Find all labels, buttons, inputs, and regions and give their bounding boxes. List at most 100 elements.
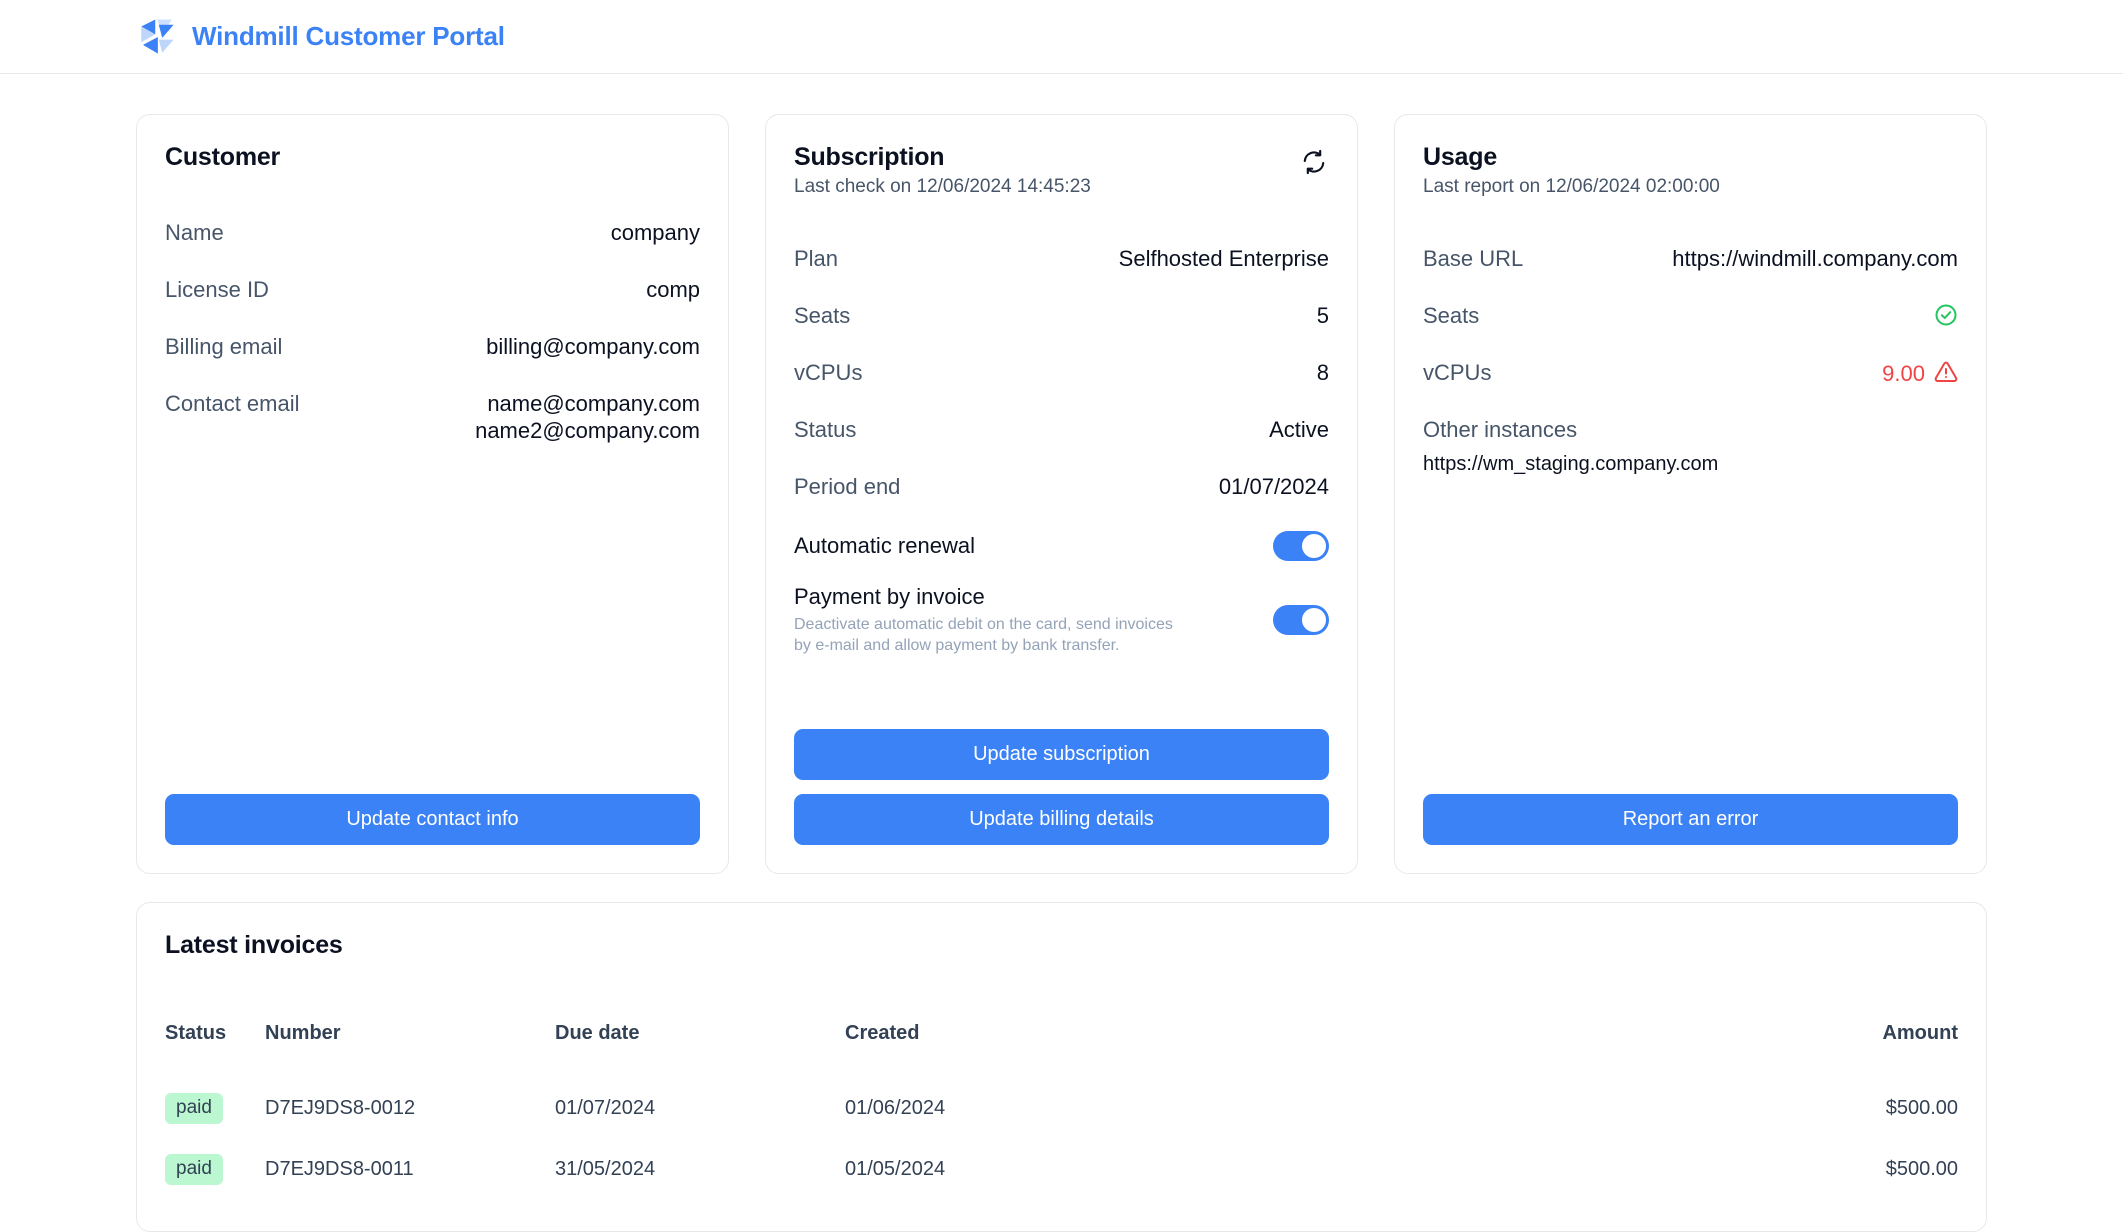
payment-by-invoice-toggle[interactable] [1273, 604, 1329, 635]
payment-by-invoice-row: Payment by invoice Deactivate automatic … [794, 583, 1329, 656]
refresh-icon[interactable] [1299, 147, 1329, 177]
customer-card-actions: Update contact info [165, 794, 700, 845]
usage-vcpus-label: vCPUs [1423, 360, 1492, 385]
subscription-period-end-value: 01/07/2024 [1218, 474, 1329, 499]
invoice-number-cell: D7EJ9DS8-0012 [265, 1096, 416, 1119]
status-badge: paid [165, 1093, 223, 1124]
subscription-status-label: Status [794, 417, 857, 442]
invoice-created-cell: 01/05/2024 [845, 1157, 946, 1180]
invoices-table: Status Number Due date Created Amount pa… [165, 1022, 1958, 1201]
update-subscription-button[interactable]: Update subscription [794, 729, 1329, 780]
report-an-error-button[interactable]: Report an error [1423, 794, 1958, 845]
customer-name-label: Name [165, 220, 224, 245]
automatic-renewal-toggle[interactable] [1273, 531, 1329, 561]
usage-card-actions: Report an error [1423, 794, 1958, 845]
subscription-plan-label: Plan [794, 246, 839, 271]
subscription-card-title: Subscription [794, 143, 945, 171]
subscription-card-actions: Update subscription Update billing detai… [794, 729, 1329, 845]
latest-invoices-card: Latest invoices Status Number Due date C… [136, 902, 1987, 1232]
column-header-number: Number [265, 1022, 341, 1044]
subscription-period-end-label: Period end [794, 474, 901, 499]
payment-by-invoice-label: Payment by invoice [794, 584, 985, 609]
subscription-vcpus-value: 8 [1316, 360, 1329, 385]
customer-row-contact-email: Contact email name@company.com name2@com… [165, 391, 700, 445]
customer-billing-email-label: Billing email [165, 334, 283, 359]
column-header-due-date: Due date [555, 1022, 640, 1044]
subscription-vcpus-label: vCPUs [794, 360, 863, 385]
subscription-card: Subscription Last check on 12/06/2024 14… [765, 114, 1358, 874]
invoices-section: Latest invoices Status Number Due date C… [0, 874, 2123, 1232]
usage-row-vcpus: vCPUs 9.00 [1423, 360, 1958, 390]
subscription-seats-value: 5 [1316, 303, 1329, 328]
toggle-knob [1302, 534, 1326, 558]
usage-card: Usage Last report on 12/06/2024 02:00:00… [1394, 114, 1987, 874]
customer-card-title: Customer [165, 143, 281, 171]
customer-name-value: company [610, 220, 700, 245]
usage-other-instances-label: Other instances [1423, 417, 1578, 442]
invoice-status-cell: paid [165, 1079, 265, 1140]
status-badge: paid [165, 1153, 223, 1185]
usage-vcpus-value-wrap: 9.00 [1882, 360, 1958, 389]
usage-vcpus-value: 9.00 [1882, 361, 1925, 387]
customer-row-name: Name company [165, 220, 700, 250]
invoices-table-head: Status Number Due date Created Amount [165, 1022, 1958, 1079]
invoices-table-body: paid D7EJ9DS8-0012 01/07/2024 01/06/2024… [165, 1079, 1958, 1201]
subscription-seats-label: Seats [794, 303, 851, 328]
customer-license-id-label: License ID [165, 277, 269, 302]
invoice-created-cell: 01/06/2024 [845, 1096, 946, 1119]
table-row[interactable]: paid D7EJ9DS8-0012 01/07/2024 01/06/2024… [165, 1079, 1958, 1140]
customer-row-license-id: License ID comp [165, 277, 700, 307]
usage-base-url-value: https://windmill.company.com [1672, 246, 1958, 271]
automatic-renewal-label: Automatic renewal [794, 533, 975, 559]
customer-row-billing-email: Billing email billing@company.com [165, 334, 700, 364]
update-contact-info-button[interactable]: Update contact info [165, 794, 700, 845]
automatic-renewal-row: Automatic renewal [794, 531, 1329, 561]
warning-triangle-icon [1934, 360, 1958, 389]
invoice-number-cell: D7EJ9DS8-0011 [265, 1157, 414, 1180]
subscription-status-value: Active [1269, 417, 1329, 442]
usage-row-base-url: Base URL https://windmill.company.com [1423, 246, 1958, 276]
usage-base-url-label: Base URL [1423, 246, 1524, 271]
usage-seats-value [1934, 303, 1958, 332]
subscription-row-plan: Plan Selfhosted Enterprise [794, 246, 1329, 276]
update-billing-details-button[interactable]: Update billing details [794, 794, 1329, 845]
customer-details-list: Name company License ID comp Billing ema… [165, 220, 700, 472]
invoice-amount-cell: $500.00 [1885, 1096, 1958, 1119]
usage-card-title: Usage [1423, 143, 1498, 171]
subscription-row-status: Status Active [794, 417, 1329, 447]
usage-row-seats: Seats [1423, 303, 1958, 333]
toggle-knob [1302, 607, 1326, 632]
subscription-plan-value: Selfhosted Enterprise [1118, 246, 1329, 271]
subscription-row-period-end: Period end 01/07/2024 [794, 474, 1329, 504]
subscription-row-seats: Seats 5 [794, 303, 1329, 333]
usage-seats-label: Seats [1423, 303, 1480, 328]
subscription-last-check: Last check on 12/06/2024 14:45:23 [794, 176, 1091, 197]
usage-card-header: Usage Last report on 12/06/2024 02:00:00 [1423, 143, 1958, 198]
subscription-row-vcpus: vCPUs 8 [794, 360, 1329, 390]
subscription-details-list: Plan Selfhosted Enterprise Seats 5 vCPUs… [794, 246, 1329, 678]
customer-contact-email-value: name@company.com name2@company.com [475, 391, 700, 443]
customer-contact-email-label: Contact email [165, 391, 300, 416]
check-circle-icon [1934, 303, 1958, 332]
app-header: Windmill Customer Portal [0, 0, 2123, 74]
invoice-status-cell: paid [165, 1140, 265, 1201]
column-header-created: Created [845, 1022, 920, 1044]
customer-license-id-value: comp [646, 277, 700, 302]
usage-details-list: Base URL https://windmill.company.com Se… [1423, 246, 1958, 476]
customer-card: Customer Name company License ID comp Bi… [136, 114, 729, 874]
customer-card-header: Customer [165, 143, 700, 172]
windmill-pinwheel-icon [136, 16, 178, 58]
latest-invoices-title: Latest invoices [165, 931, 343, 959]
invoice-due-date-cell: 01/07/2024 [555, 1096, 656, 1119]
usage-other-instances: Other instances https://wm_staging.compa… [1423, 417, 1958, 476]
brand[interactable]: Windmill Customer Portal [136, 16, 505, 58]
invoices-header-row: Status Number Due date Created Amount [165, 1022, 1958, 1079]
table-row[interactable]: paid D7EJ9DS8-0011 31/05/2024 01/05/2024… [165, 1140, 1958, 1201]
column-header-status: Status [165, 1022, 227, 1044]
usage-other-instance-item: https://wm_staging.company.com [1423, 453, 1719, 475]
subscription-card-header: Subscription Last check on 12/06/2024 14… [794, 143, 1329, 198]
customer-billing-email-value: billing@company.com [486, 334, 700, 359]
invoice-due-date-cell: 31/05/2024 [555, 1157, 656, 1180]
cards-row: Customer Name company License ID comp Bi… [0, 74, 2123, 874]
usage-last-report: Last report on 12/06/2024 02:00:00 [1423, 176, 1720, 197]
